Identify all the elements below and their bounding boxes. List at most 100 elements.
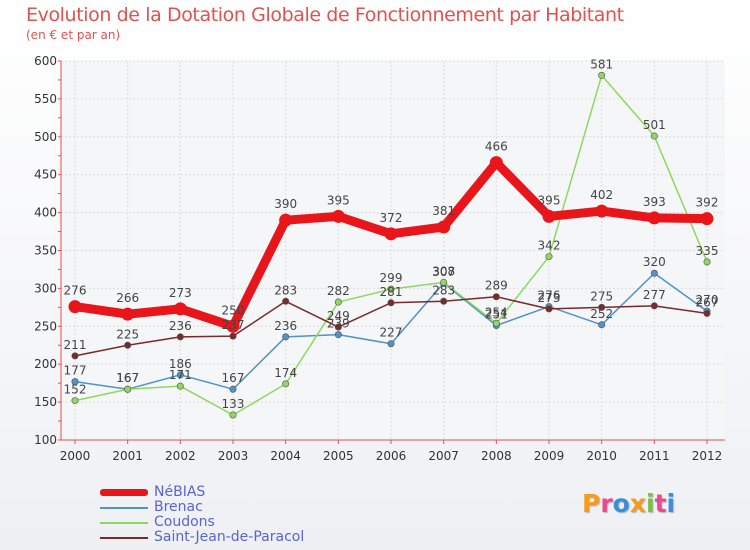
data-point-coudons [71, 397, 79, 405]
data-label-brenac: 227 [380, 326, 403, 340]
data-point-saint-jean-de-paracol [703, 309, 711, 317]
data-label-saint-jean-de-paracol: 273 [538, 291, 561, 305]
data-label-saint-jean-de-paracol: 283 [432, 283, 455, 297]
data-label-nebias: 466 [485, 140, 508, 154]
data-point-saint-jean-de-paracol [440, 297, 448, 305]
data-point-coudons [545, 253, 553, 261]
x-tick-label: 2000 [60, 449, 91, 463]
proxiti-logo: Proxiti [582, 489, 676, 518]
data-point-brenac [598, 321, 606, 329]
legend-swatch [100, 506, 148, 509]
y-tick-label: 250 [34, 319, 57, 333]
legend-item-nebias: NéBIAS [100, 485, 304, 500]
data-label-nebias: 250 [222, 303, 245, 317]
y-tick-label: 200 [34, 357, 57, 371]
data-label-saint-jean-de-paracol: 211 [64, 338, 87, 352]
data-label-nebias: 381 [432, 204, 455, 218]
data-point-saint-jean-de-paracol [650, 302, 658, 310]
chart-title: Evolution de la Dotation Globale de Fonc… [26, 4, 624, 26]
data-point-coudons [124, 385, 132, 393]
x-tick-label: 2006 [376, 449, 407, 463]
data-label-nebias: 276 [64, 284, 87, 298]
data-label-coudons: 152 [64, 383, 87, 397]
data-label-coudons: 335 [696, 244, 719, 258]
data-label-brenac: 186 [169, 357, 192, 371]
data-label-coudons: 501 [643, 118, 666, 132]
x-tick-label: 2011 [639, 449, 670, 463]
data-label-brenac: 167 [222, 371, 245, 385]
data-label-brenac: 167 [116, 371, 139, 385]
data-label-saint-jean-de-paracol: 277 [643, 288, 666, 302]
x-tick-label: 2002 [165, 449, 196, 463]
data-point-nebias [331, 209, 345, 223]
legend-item-saint-jean-de-paracol: Saint-Jean-de-Paracol [100, 530, 304, 545]
legend-label: Coudons [154, 514, 215, 530]
data-point-nebias [647, 211, 661, 225]
legend-item-brenac: Brenac [100, 500, 304, 515]
data-label-coudons: 308 [432, 264, 455, 278]
data-label-saint-jean-de-paracol: 281 [380, 285, 403, 299]
data-point-coudons [334, 298, 342, 306]
data-point-nebias [226, 319, 240, 333]
data-label-brenac: 236 [274, 319, 297, 333]
y-tick-label: 100 [34, 433, 57, 447]
data-label-coudons: 171 [169, 368, 192, 382]
data-label-brenac: 177 [64, 364, 87, 378]
x-tick-label: 2009 [534, 449, 565, 463]
data-point-nebias [279, 213, 293, 227]
x-tick-label: 2008 [481, 449, 512, 463]
data-label-nebias: 372 [380, 211, 403, 225]
data-point-brenac [176, 371, 184, 379]
legend-item-coudons: Coudons [100, 515, 304, 530]
data-label-saint-jean-de-paracol: 249 [327, 309, 350, 323]
data-point-nebias [595, 204, 609, 218]
data-point-coudons [229, 411, 237, 419]
x-tick-label: 2007 [428, 449, 459, 463]
data-label-saint-jean-de-paracol: 225 [116, 327, 139, 341]
data-label-nebias: 395 [538, 193, 561, 207]
y-tick-label: 550 [34, 92, 57, 106]
legend-label: NéBIAS [154, 484, 206, 500]
data-point-coudons [650, 132, 658, 140]
data-label-nebias: 266 [116, 291, 139, 305]
data-label-brenac: 252 [590, 307, 613, 321]
data-point-saint-jean-de-paracol [334, 323, 342, 331]
data-point-saint-jean-de-paracol [229, 332, 237, 340]
data-label-saint-jean-de-paracol: 283 [274, 283, 297, 297]
data-point-coudons [176, 382, 184, 390]
x-tick-label: 2003 [218, 449, 249, 463]
legend-swatch [100, 521, 148, 524]
x-tick-label: 2001 [112, 449, 143, 463]
data-point-nebias [173, 302, 187, 316]
data-point-nebias [700, 212, 714, 226]
data-label-nebias: 402 [590, 188, 613, 202]
x-tick-label: 2005 [323, 449, 354, 463]
data-label-saint-jean-de-paracol: 236 [169, 319, 192, 333]
y-tick-label: 150 [34, 395, 57, 409]
data-label-saint-jean-de-paracol: 289 [485, 279, 508, 293]
data-point-brenac [334, 331, 342, 339]
data-label-coudons: 342 [538, 239, 561, 253]
data-label-coudons: 133 [222, 397, 245, 411]
data-label-nebias: 390 [274, 197, 297, 211]
data-point-saint-jean-de-paracol [282, 297, 290, 305]
data-point-coudons [492, 319, 500, 327]
data-point-nebias [489, 156, 503, 170]
data-label-coudons: 581 [590, 57, 613, 71]
data-point-coudons [387, 285, 395, 293]
legend: NéBIAS Brenac Coudons Saint-Jean-de-Para… [100, 485, 304, 545]
data-label-nebias: 273 [169, 286, 192, 300]
x-tick-label: 2004 [270, 449, 301, 463]
legend-swatch [100, 536, 148, 539]
data-point-brenac [229, 385, 237, 393]
data-point-saint-jean-de-paracol [598, 303, 606, 311]
data-point-saint-jean-de-paracol [545, 305, 553, 313]
data-label-brenac: 270 [696, 293, 719, 307]
chart-subtitle: (en € et par an) [26, 28, 121, 42]
x-tick-label: 2010 [586, 449, 617, 463]
data-label-brenac: 239 [327, 317, 350, 331]
data-point-saint-jean-de-paracol [492, 293, 500, 301]
data-label-coudons: 299 [380, 271, 403, 285]
y-tick-label: 350 [34, 244, 57, 258]
